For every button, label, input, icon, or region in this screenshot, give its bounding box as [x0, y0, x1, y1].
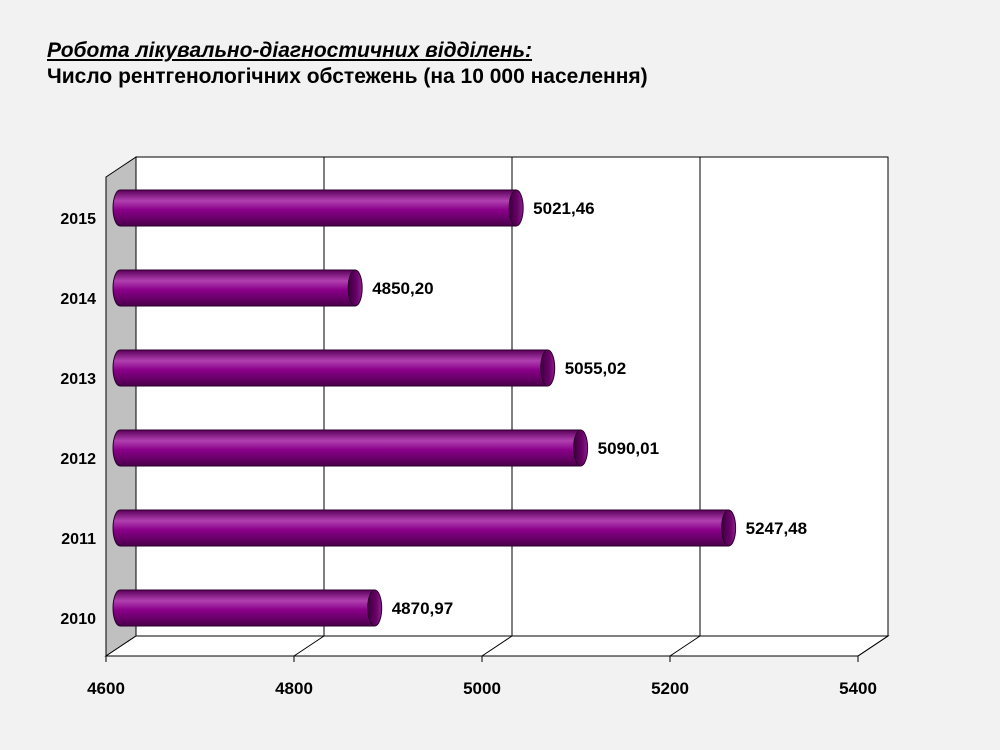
floor-gridline [481, 635, 513, 657]
bar-cap [573, 429, 589, 467]
data-label: 5247,48 [746, 519, 807, 538]
floor-gridline [669, 635, 701, 657]
bar [112, 349, 556, 387]
chart-title: Робота лікувально-діагностичних відділен… [47, 39, 533, 62]
data-label: 5055,02 [565, 359, 626, 378]
data-label: 4850,20 [372, 279, 433, 298]
bar-cap [367, 589, 383, 627]
x-tick-label: 5400 [839, 679, 877, 698]
bar-body [112, 269, 356, 307]
plot-frame [104, 156, 890, 657]
y-tick-label: 2014 [60, 291, 96, 308]
y-tick-label: 2013 [60, 371, 96, 388]
floor-gridline [857, 635, 889, 657]
data-label: 5021,46 [533, 199, 594, 218]
chart-subtitle: Число рентгенологічних обстежень (на 10 … [47, 65, 648, 88]
value-labels: 5021,46 4850,20 5055,02 5090,01 5247,48 4870,… [372, 199, 807, 618]
y-tick-label: 2011 [61, 531, 96, 548]
x-tick-label: 5200 [651, 679, 689, 698]
x-axis-labels: 4600 4800 5000 5200 5400 [87, 679, 877, 698]
chart-titles: Робота лікувально-діагностичних відділен… [47, 38, 648, 90]
floor-gridline [293, 635, 325, 657]
y-tick-label: 2010 [60, 611, 96, 628]
bar [112, 189, 524, 227]
bar-cap [721, 509, 737, 547]
y-tick-label: 2012 [60, 451, 96, 468]
bar-body [112, 429, 582, 467]
bar-body [112, 509, 730, 547]
bar-cap [347, 269, 363, 307]
bar-cap [508, 189, 524, 227]
bar-body [112, 349, 549, 387]
gridlines [105, 157, 889, 662]
bar-cap [540, 349, 556, 387]
bar [112, 509, 737, 547]
bar-body [112, 189, 517, 227]
left-wall [105, 156, 137, 657]
bar [112, 429, 589, 467]
y-tick-label: 2015 [60, 211, 96, 228]
y-axis-labels: 2015 2014 2013 2012 2011 2010 [60, 211, 96, 628]
data-label: 4870,97 [392, 599, 453, 618]
x-tick-label: 4800 [275, 679, 313, 698]
bar [112, 269, 363, 307]
bar [112, 589, 383, 627]
bars-group [112, 189, 737, 627]
data-label: 5090,01 [598, 439, 659, 458]
x-tick-label: 5000 [463, 679, 501, 698]
bar-body [112, 589, 376, 627]
x-tick-label: 4600 [87, 679, 125, 698]
